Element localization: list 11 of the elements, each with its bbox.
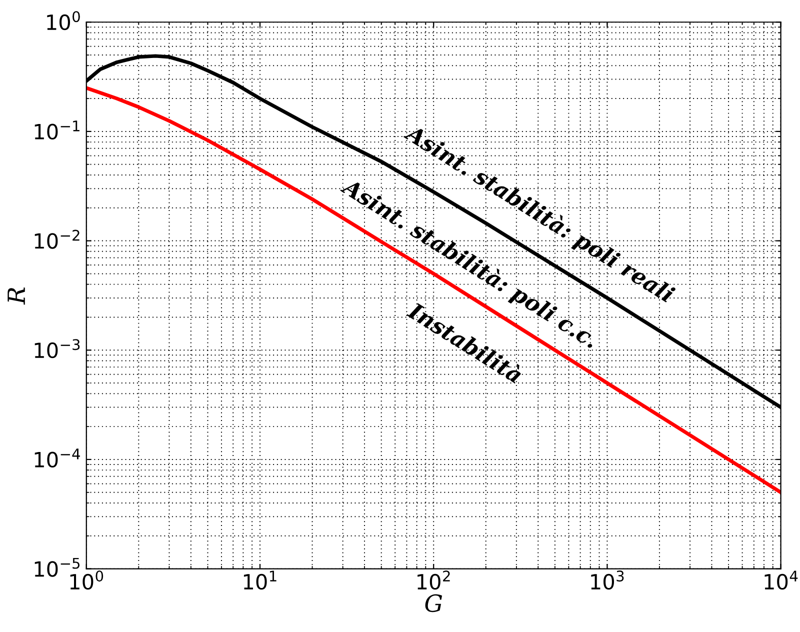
y-tick-label: 10$^{−3}$ <box>34 339 80 358</box>
y-axis-title: R <box>8 287 25 305</box>
y-tick-label: 10$^{−2}$ <box>34 230 80 249</box>
x-tick-label: 10$^{1}$ <box>244 570 276 590</box>
x-tick-label: 10$^{4}$ <box>764 570 798 590</box>
y-tick-label: 10$^{0}$ <box>47 11 80 30</box>
x-tick-label: 10$^{2}$ <box>418 570 450 590</box>
y-tick-label: 10$^{−1}$ <box>34 120 80 140</box>
x-axis-title: G <box>425 594 442 612</box>
y-tick-label: 10$^{−4}$ <box>34 448 80 468</box>
x-tick-label: 10$^{3}$ <box>591 570 624 590</box>
